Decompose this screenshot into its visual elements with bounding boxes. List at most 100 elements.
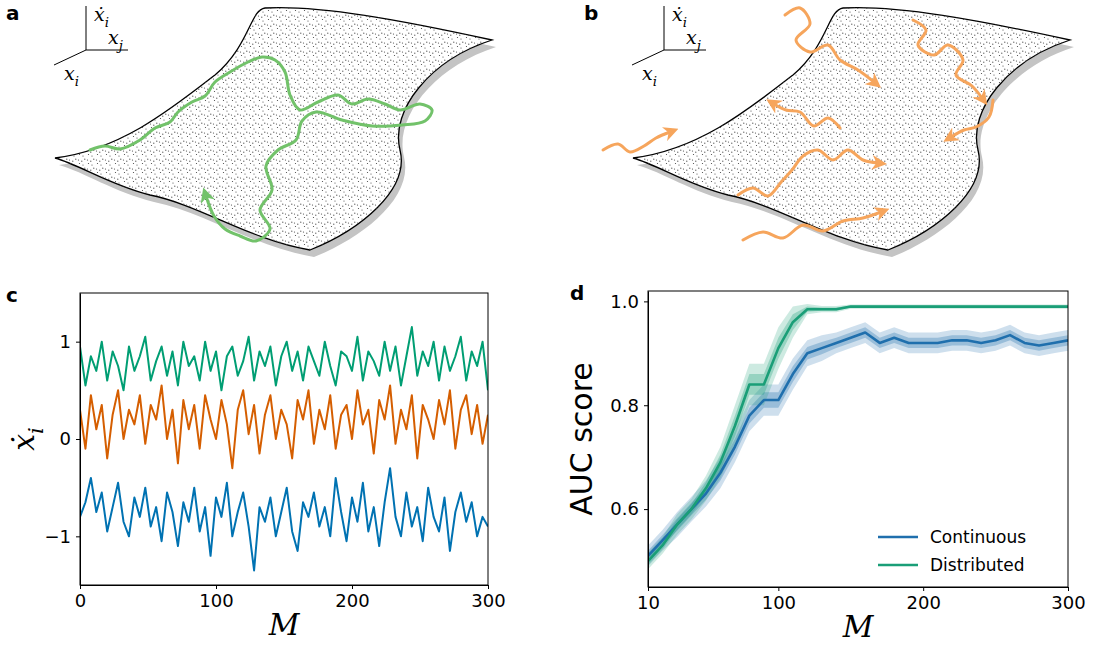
x-axis-tick-mark — [1068, 587, 1069, 591]
axis-icon-label-subscript: j — [116, 38, 123, 53]
y-axis-tick-label: 0.8 — [610, 395, 639, 416]
trajectory — [951, 100, 993, 137]
x-axis-title: M — [268, 607, 301, 642]
x-axis-tick: 300 — [471, 585, 505, 611]
x-axis-line — [649, 587, 1069, 588]
x-axis-tick: 300 — [1051, 587, 1085, 613]
x-axis-tick-label: 200 — [906, 592, 940, 613]
trajectory — [603, 132, 670, 152]
y-axis-tick-mark — [644, 509, 648, 510]
y-axis-tick-label: 0 — [60, 428, 71, 449]
plot-background — [648, 291, 1068, 587]
y-axis: 0.6 0.8 1.0 — [610, 291, 648, 588]
y-axis-tick-mark — [76, 536, 80, 537]
panel-letter: c — [6, 283, 18, 307]
y-axis-tick: 1.0 — [610, 291, 648, 312]
x-axis-tick-label: 300 — [471, 590, 505, 611]
trajectory — [774, 104, 840, 128]
series-line — [648, 307, 1068, 561]
y-axis-title: ẋi — [6, 427, 48, 451]
axis-icon-label: ẋi — [94, 3, 109, 30]
y-axis-tick: 0.6 — [610, 498, 648, 519]
plot-marks — [648, 304, 1068, 569]
plot-frame — [648, 291, 1068, 587]
axis-icon-label: xi — [642, 62, 657, 89]
x-axis-tick-label: 200 — [335, 590, 369, 611]
axis-icon-label-subscript: i — [653, 74, 657, 89]
plot-marks — [80, 327, 488, 570]
chart-panel: 0 100 200 300 −1 0 1 Mẋi — [6, 293, 506, 642]
y-axis-tick-label: 1.0 — [610, 291, 639, 312]
manifold-texture — [633, 8, 1070, 250]
trajectory — [738, 150, 878, 196]
manifold — [633, 8, 1070, 250]
x-axis-tick-mark — [80, 585, 81, 589]
x-axis-tick: 100 — [199, 585, 233, 611]
axis-icon-label: xj — [108, 26, 123, 53]
axis-icon-label: ẋi — [672, 3, 687, 30]
y-axis-tick: 1 — [60, 331, 80, 352]
manifold-texture — [55, 8, 492, 250]
chart-panel: 10 100 200 300 0.6 0.8 1.0 M AUC score Continuous… — [564, 291, 1086, 644]
panel-letter: b — [584, 1, 598, 25]
x-axis-line — [81, 585, 489, 586]
axis-icon-label-subscript: j — [694, 38, 701, 53]
y-axis-line — [80, 294, 81, 586]
x-axis-tick-mark — [778, 587, 779, 591]
x-axis-tick-label: 0 — [75, 590, 86, 611]
x-axis-title: M — [842, 609, 875, 644]
x-axis-tick-label: 100 — [762, 592, 796, 613]
y-axis-title: AUC score — [564, 362, 599, 516]
error-band — [648, 306, 1068, 566]
axis-icon-label: xi — [64, 62, 79, 89]
error-band — [648, 327, 1068, 561]
axis-icon-label-subscript: i — [75, 74, 79, 89]
x-axis-tick-mark — [488, 585, 489, 589]
legend-label: Continuous — [930, 527, 1026, 547]
axis-icon-label-symbol: ẋ — [672, 3, 683, 25]
diagram-panel: ẋixjxi — [54, 3, 496, 257]
x-axis-tick: 200 — [335, 585, 369, 611]
y-axis-tick-label: 1 — [60, 331, 71, 352]
y-axis-tick-mark — [76, 439, 80, 440]
x-axis-tick-mark — [352, 585, 353, 589]
legend-swatch — [878, 536, 918, 539]
axis-icon-label-symbol: x — [64, 62, 75, 84]
y-axis-title-subscript: i — [24, 427, 48, 434]
series-line — [80, 327, 488, 390]
y-axis-line — [648, 292, 649, 588]
trajectory — [743, 212, 881, 240]
y-axis-tick: 0.8 — [610, 395, 648, 416]
axis-icon-label-symbol: x — [686, 26, 697, 48]
y-axis-title-symbol: ẋ — [6, 434, 41, 451]
axis-icon-label: xj — [686, 26, 701, 53]
y-axis-tick-mark — [644, 301, 648, 302]
x-axis-tick-mark — [216, 585, 217, 589]
y-axis-tick-label: 0.6 — [610, 498, 639, 519]
diagram-panel: ẋixjxi — [603, 3, 1074, 257]
x-axis-tick-mark — [648, 587, 649, 591]
series-line — [80, 468, 488, 570]
trajectory — [785, 8, 874, 82]
y-axis-tick-label: −1 — [44, 526, 71, 547]
x-axis-tick-label: 300 — [1051, 592, 1085, 613]
error-band — [648, 304, 1068, 569]
axis-icon-line — [86, 6, 87, 50]
x-axis-tick: 10 — [637, 587, 660, 613]
x-axis-tick: 100 — [762, 587, 796, 613]
axis-icon-line — [664, 6, 665, 50]
series-line — [648, 333, 1068, 556]
series-line — [80, 385, 488, 468]
y-axis-tick-mark — [76, 342, 80, 343]
legend-swatch — [878, 564, 918, 567]
x-axis-tick-label: 100 — [199, 590, 233, 611]
legend: Continuous Distributed — [878, 527, 1026, 575]
y-axis-tick-mark — [644, 405, 648, 406]
legend-label: Distributed — [930, 555, 1025, 575]
plot-background — [80, 293, 488, 585]
trajectory — [90, 57, 432, 241]
error-band — [648, 322, 1068, 566]
y-axis: −1 0 1 — [44, 294, 80, 586]
panel-letter: a — [6, 1, 20, 25]
x-axis-tick: 0 — [75, 585, 86, 611]
